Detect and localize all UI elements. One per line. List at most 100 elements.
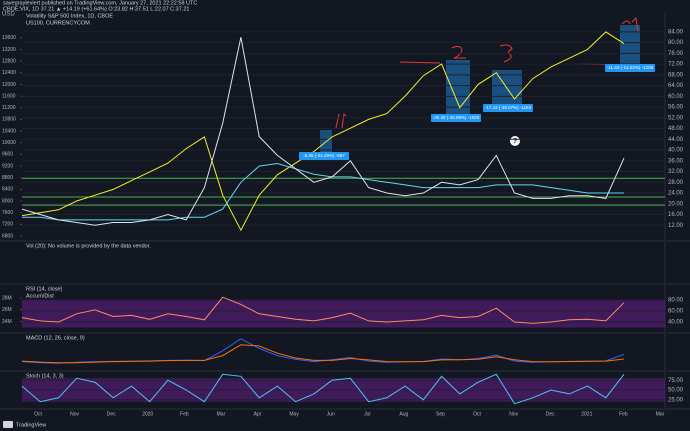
y-tick-label: 44.00 (668, 137, 684, 143)
series-line (21, 37, 625, 226)
x-tick-label: Feb (180, 411, 189, 417)
y-tick-label: 32.00 (668, 169, 684, 175)
y-tick-label: 36.00 (668, 158, 684, 164)
x-tick-label: Dec (546, 411, 555, 417)
series-line (21, 296, 625, 324)
y-tick-label: 75.00 (668, 378, 684, 384)
y-tick-label: 50.00 (668, 388, 684, 394)
annotation-box (605, 64, 655, 72)
y-tick-label: 20.00 (668, 201, 684, 207)
x-tick-label: 2021 (581, 411, 592, 417)
brand: TradingView (16, 422, 46, 428)
left-tick-label: 8000 (2, 198, 13, 204)
left-tick-label: 8400 (2, 187, 13, 193)
x-tick-label: Sep (436, 411, 445, 417)
panel-title: Stoch (14, 3, 3) (26, 373, 64, 379)
panel-title: RSI (14, close) (26, 286, 63, 292)
symbol-line: CBOE:VIX, 1D 37.21 ▲ +14.19 (+61.64%) O:… (3, 6, 189, 12)
x-tick-label: Jul (364, 411, 370, 417)
y-tick-label: 12.00 (668, 223, 684, 229)
x-tick-label: Mar (656, 411, 665, 417)
y-tick-label: 40.00 (668, 148, 684, 154)
left-tick-label: 9600 (2, 152, 13, 158)
x-tick-label: Nov (509, 411, 518, 417)
annotation: -5.35 (-22.49%) -987 (303, 153, 345, 158)
annotation: -11.40 (-14.03%) -1208 (607, 65, 654, 70)
x-tick-label: Oct (473, 411, 481, 417)
tv-logo: TradingView (3, 421, 46, 428)
annotation-box (483, 104, 533, 112)
panel-subtitle: US100, CURRENCYCOM (26, 20, 90, 26)
y-tick-label: 80.00 (668, 298, 684, 304)
hand-mark (399, 45, 466, 64)
y-tick-label: 52.00 (668, 115, 684, 121)
y-tick-label: 84.00 (668, 29, 684, 35)
left-tick-label: 10400 (2, 128, 16, 134)
hand-mark (335, 112, 347, 129)
panel-title: MACD (12, 26, close, 9) (26, 335, 85, 341)
left-tick-label: 10000 (2, 140, 16, 146)
y-tick-label: 28.00 (668, 180, 684, 186)
left-tick-label: 11200 (2, 105, 16, 111)
x-tick-label: 2020 (142, 411, 153, 417)
left-tick-label: 26M (2, 307, 12, 313)
y-tick-label: 60.00 (668, 94, 684, 100)
x-tick-label: Aug (399, 411, 408, 417)
annotation-box (299, 152, 349, 160)
series-line (22, 162, 624, 221)
logo-mark (3, 421, 13, 428)
left-tick-label: 7600 (2, 210, 13, 216)
y-tick-label: 68.00 (668, 72, 684, 78)
x-tick-label: Feb (619, 411, 628, 417)
question-badge (510, 136, 520, 146)
left-tick-label: 13200 (2, 47, 16, 53)
annotation: -30.30 (-35.98%) -1020 (433, 115, 480, 120)
x-tick-label: Oct (34, 411, 42, 417)
band (22, 299, 665, 328)
hand-mark (499, 44, 513, 63)
x-tick-label: Apr (254, 411, 262, 417)
y-tick-label: 40.00 (668, 320, 684, 326)
panel-title: Vol (20): No volume is provided by the d… (26, 243, 151, 249)
left-tick-label: 12000 (2, 82, 16, 88)
y-tick-label: 24.00 (668, 191, 684, 197)
left-tick-label: 12400 (2, 70, 16, 76)
left-tick-label: 13600 (2, 35, 16, 41)
y-tick-label: 48.00 (668, 126, 684, 132)
annotation-box (431, 114, 481, 122)
panel-title: Volatility S&P 500 Index, 1D, CBOE (26, 13, 113, 19)
y-tick-label: 72.00 (668, 62, 684, 68)
y-tick-label: 25.00 (668, 397, 684, 403)
left-tick-label: 28M (2, 295, 12, 301)
left-tick-label: 6800 (2, 233, 13, 239)
y-tick-label: 76.00 (668, 51, 684, 57)
left-tick-label: 12800 (2, 58, 16, 64)
x-tick-label: Mar (217, 411, 226, 417)
x-tick-label: May (289, 411, 299, 417)
measure-box (620, 25, 640, 65)
series-line (21, 373, 625, 405)
x-tick-label: Jun (327, 411, 335, 417)
left-tick-label: 9200 (2, 163, 13, 169)
left-axis-unit: USD (2, 12, 15, 18)
measure-box (446, 60, 470, 115)
annotation: -17.42 (-39.07%) -1163 (485, 105, 532, 110)
panel-subtitle: Accum/Dist (26, 293, 54, 299)
left-tick-label: 7200 (2, 222, 13, 228)
y-tick-label: 80.00 (668, 40, 684, 46)
series-line (21, 344, 625, 364)
left-tick-label: 8800 (2, 175, 13, 181)
y-tick-label: 60.00 (668, 309, 684, 315)
x-tick-label: Dec (107, 411, 116, 417)
publisher: savegrayleviert published on TradingView… (3, 0, 197, 6)
y-tick-label: 56.00 (668, 105, 684, 111)
series-line (21, 31, 625, 232)
y-tick-label: 16.00 (668, 212, 684, 218)
annotation: ? (513, 138, 517, 145)
y-tick-label: 64.00 (668, 83, 684, 89)
x-tick-label: Nov (70, 411, 79, 417)
left-tick-label: 24M (2, 319, 12, 325)
left-tick-label: 10800 (2, 117, 16, 123)
left-tick-label: 11600 (2, 93, 16, 99)
